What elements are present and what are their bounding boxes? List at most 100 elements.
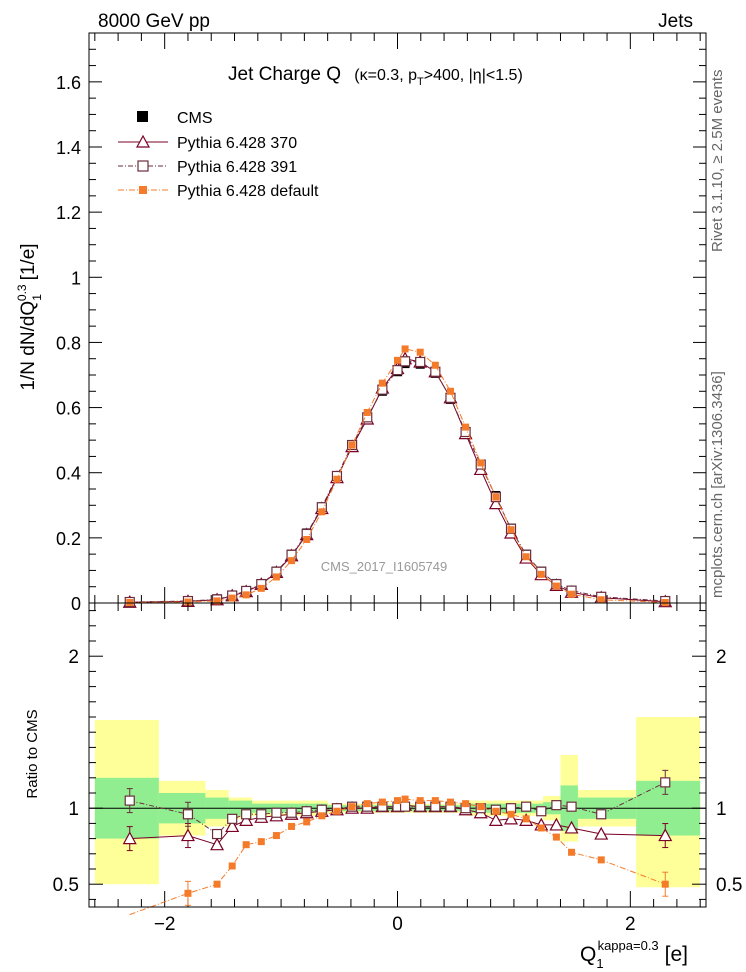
ratio-series-point [521,801,532,812]
series-point [288,557,296,565]
ratio-y-tick-label: 2 [68,647,79,668]
y-axis-title-sub: 1 [30,294,44,301]
ratio-series-point [124,795,135,806]
ratio-series-point [363,800,371,808]
ratio-series-point [537,824,545,832]
series-point [446,387,454,395]
series-point [416,348,424,356]
main-panel: 0 0.2 0.4 0.6 0.8 1 1.2 1.4 1.6 CMS_2017_I160574… [15,32,707,614]
legend-marker-cms [137,111,148,122]
ratio-series-point [180,828,195,842]
series-point [363,408,371,416]
ratio-series-point [211,828,223,840]
series-point [431,361,439,369]
ratio-series-point [394,797,401,805]
ratio-series-point [257,838,265,846]
ratio-series-point [348,803,356,811]
mcplots-reference-label: mcplots.cern.ch [arXiv:1306.3436] [709,371,726,598]
ratio-series-point [210,837,225,851]
x-tick-label: 2 [625,914,636,935]
ratio-axis-ticks: 0.5 0.5 1 1 2 2 −2 0 2 [53,603,742,935]
series-point [272,573,280,581]
series-point [401,345,409,353]
x-tick-label: −2 [154,914,176,935]
main-y-tick-label: 0.6 [56,399,81,419]
ratio-series-point [596,809,607,820]
plot-title-main: Jet Charge Q [228,64,341,85]
ratio-series-point [227,813,238,824]
series-point [477,459,485,467]
ratio-series-point [552,833,560,841]
ratio-panel-frame [88,602,707,908]
x-axis-title-unit: [e] [665,943,688,966]
legend-marker-pythia-default [139,186,147,194]
y-axis-title: 1/N dN/dQ10.3 [1/e] [15,243,44,390]
ratio-series-point [551,800,562,811]
ratio-series-point [660,777,671,788]
ratio-series-point [228,862,236,870]
y-axis-title-unit: [1/e] [18,243,39,280]
ratio-series-point [549,817,564,831]
ratio-series-point [122,831,137,845]
series-point [392,365,403,376]
ratio-series-point [446,798,454,806]
ratio-series-point [182,809,194,820]
series-point [568,590,576,598]
ratio-panel: 0.5 0.51 12 2−2 0 2 Ratio to CMS Q1kappa=0.3[… [24,602,742,971]
ratio-y-tick-label: 1 [68,799,79,820]
series-point [415,356,426,368]
ratio-series-point [661,880,669,888]
ratio-series-point [597,856,605,864]
x-axis-title-sub: 1 [596,956,603,971]
ratio-series-point [594,826,609,840]
ratio-series-point [492,807,500,815]
ratio-series-point [242,841,250,849]
legend-entry-pythia-370: Pythia 6.428 370 [118,134,297,152]
ratio-y-tick-label-right: 1 [716,799,727,820]
ratio-series-point [416,797,424,805]
y-axis-title-sup: 0.3 [15,284,29,301]
ratio-series-point [286,807,297,818]
main-y-tick-label: 1 [71,268,81,288]
ratio-series-point [488,813,503,826]
ratio-series-point [303,818,311,826]
legend-entry-pythia-391: Pythia 6.428 391 [118,159,297,176]
ratio-series-point [658,828,673,842]
ratio-series-point [378,798,386,806]
series-point [552,582,560,590]
main-y-tick-label: 0.2 [56,529,81,549]
series-point [378,379,386,387]
ratio-series-point [272,832,280,840]
ratio-series-pythia-6-428-default [129,795,669,916]
ratio-series-point [522,815,530,823]
ratio-series-point [536,806,547,817]
ratio-y-axis-title: Ratio to CMS [24,709,41,798]
x-axis-title: Q1 kappa=0.3 [e] [580,938,688,971]
series-point [522,553,530,561]
ratio-series-point [399,801,411,812]
ratio-series-point [564,820,579,834]
main-y-tick-label: 0.4 [56,464,81,484]
series-point [333,475,341,483]
series-point [318,508,326,516]
legend-marker-pythia-370 [135,134,151,148]
legend-label-pythia-391: Pythia 6.428 391 [177,159,297,176]
x-axis-title-sup: kappa=0.3 [598,938,659,953]
series-pythia-6-428-default [126,345,669,607]
ratio-series-point [225,819,240,833]
legend-entry-pythia-default: Pythia 6.428 default [118,183,319,200]
series-point [597,596,605,604]
process-label: Jets [658,11,693,32]
series-point [462,423,470,431]
legend-label-cms: CMS [177,110,213,127]
series-point [184,598,192,606]
series-point [242,591,250,599]
series-point [257,584,265,592]
energy-label: 8000 GeV pp [98,11,210,32]
main-y-tick-label: 1.6 [56,73,81,93]
series-point [492,493,500,501]
legend-label-pythia-default: Pythia 6.428 default [177,183,319,200]
x-axis-title-main: Q [580,943,596,966]
ratio-series-point [288,822,296,830]
